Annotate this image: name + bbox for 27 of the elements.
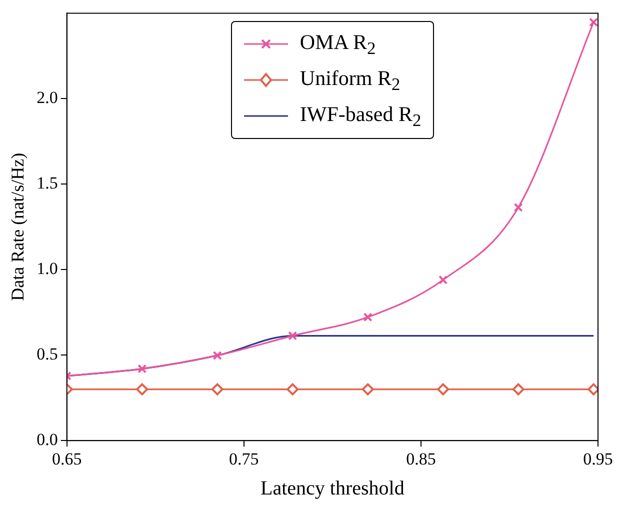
point — [211, 383, 224, 396]
x-tick-label: 0.75 — [229, 449, 259, 468]
legend-label: OMA R$_{2}$ — [300, 30, 376, 59]
y-axis-title: Data Rate (nat/s/Hz) — [8, 152, 28, 301]
point — [286, 383, 299, 396]
point — [514, 202, 523, 212]
x-tick-label: 0.65 — [52, 449, 82, 468]
y-tick-label: 2.0 — [36, 88, 58, 108]
y-tick-label: 0.0 — [36, 430, 58, 450]
point — [512, 383, 524, 396]
point — [362, 383, 374, 396]
point — [363, 312, 372, 322]
point — [438, 275, 448, 284]
y-tick-label: 0.5 — [36, 344, 58, 364]
legend-label: IWF-based R$_{2}$ — [300, 102, 422, 131]
point — [212, 350, 222, 360]
y-tick-label: 1.0 — [36, 259, 58, 278]
y-tick-label: 1.5 — [36, 174, 58, 193]
point — [437, 383, 450, 396]
point — [136, 383, 148, 396]
point — [589, 18, 598, 27]
point — [138, 364, 147, 374]
x-axis-title: Latency threshold — [260, 477, 404, 500]
point — [288, 331, 298, 340]
x-tick-label: 0.85 — [406, 449, 436, 468]
legend-label: Uniform R$_{2}$ — [300, 66, 400, 95]
x-tick-label: 0.95 — [583, 449, 613, 468]
